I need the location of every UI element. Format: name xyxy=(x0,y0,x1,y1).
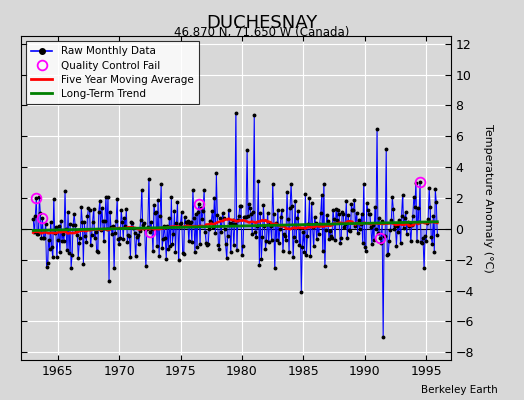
Y-axis label: Temperature Anomaly (°C): Temperature Anomaly (°C) xyxy=(484,124,494,272)
Text: Berkeley Earth: Berkeley Earth xyxy=(421,385,498,395)
Text: 46.870 N, 71.650 W (Canada): 46.870 N, 71.650 W (Canada) xyxy=(174,26,350,39)
Legend: Raw Monthly Data, Quality Control Fail, Five Year Moving Average, Long-Term Tren: Raw Monthly Data, Quality Control Fail, … xyxy=(26,41,199,104)
Text: DUCHESNAY: DUCHESNAY xyxy=(206,14,318,32)
